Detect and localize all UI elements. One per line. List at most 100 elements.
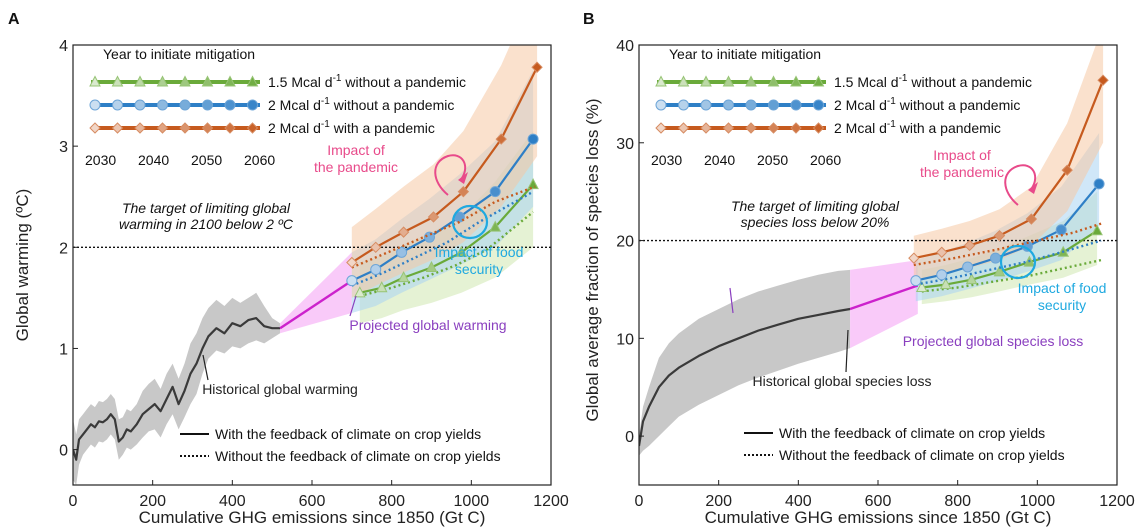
green-data-point (489, 220, 502, 232)
pandemic-arrow (434, 154, 467, 196)
legend-marker (700, 75, 712, 87)
blue-data-point (910, 275, 922, 287)
green-data-point (993, 265, 1006, 277)
historical-pointer (202, 354, 209, 381)
projected-pointer (349, 295, 357, 317)
x-axis-label: Cumulative GHG emissions since 1850 (Gt … (139, 508, 486, 527)
y-tick-label: 20 (616, 234, 634, 251)
legend-marker (655, 99, 667, 111)
orange-data-point (908, 252, 920, 264)
legend-marker (89, 75, 101, 87)
x-tick-label: 0 (69, 493, 78, 510)
green-dotted-line (359, 210, 534, 298)
x-tick-label: 200 (705, 493, 732, 510)
legend-marker (767, 122, 780, 134)
orange-dotted-line (351, 185, 536, 269)
legend-marker (812, 122, 825, 134)
target-text-line1: The target of limiting global (731, 198, 900, 214)
annotation-shapes (729, 164, 1038, 373)
legend-marker (745, 75, 757, 87)
legend-year-label: 2050 (757, 152, 788, 168)
blue-data-point (489, 186, 501, 198)
annotation-shapes (202, 154, 489, 381)
pandemic-annotation-line2: the pandemic (920, 164, 1004, 180)
plot-frame (638, 44, 1118, 486)
historical-annotation: Historical global warming (202, 381, 358, 397)
projected-uncertainty-band (280, 252, 352, 334)
legend-marker (700, 99, 712, 111)
legend-series-label: 2 Mcal d-1 without a pandemic (834, 96, 1020, 113)
y-tick-label: 3 (59, 139, 68, 156)
legend-marker (700, 122, 712, 134)
legend-marker (745, 122, 757, 134)
green-data-point (915, 280, 928, 292)
blue-data-point (396, 246, 408, 258)
legend-marker (677, 75, 690, 87)
green-data-point (397, 271, 410, 283)
target-text-line2: warming in 2100 below 2 ºC (119, 216, 294, 232)
legend-marker (745, 99, 757, 111)
plot-frame (72, 44, 552, 486)
orange-data-point (531, 61, 543, 73)
legend-marker (202, 99, 213, 111)
legend-title: Year to initiate mitigation (103, 46, 255, 62)
dotted-line-label: Without the feedback of climate on crop … (779, 447, 1065, 463)
legend-year-label: 2060 (810, 152, 841, 168)
blue-data-point (936, 269, 948, 281)
legend-marker (224, 122, 236, 134)
legend-marker (224, 99, 236, 111)
x-tick-label: 800 (944, 493, 971, 510)
food-security-circle (451, 204, 489, 240)
x-tick-label: 200 (139, 493, 166, 510)
orange-data-point (993, 229, 1006, 242)
legend-year-label: 2040 (138, 152, 169, 168)
projected-annotation: Projected global warming (349, 317, 506, 333)
food-annotation-line2: security (1038, 297, 1086, 313)
food-security-circle (999, 244, 1037, 280)
legend-marker (179, 99, 191, 111)
y-axis-label: Global average fraction of species loss … (583, 98, 602, 421)
legend-marker (112, 99, 123, 111)
x-tick-label: 1200 (533, 493, 569, 510)
historical-uncertainty-band (639, 269, 851, 456)
orange-data-point (346, 256, 358, 269)
legend-marker (247, 99, 258, 111)
orange-data-point (495, 133, 507, 145)
panel-letter: A (8, 11, 20, 28)
solid-line-label: With the feedback of climate on crop yie… (779, 425, 1045, 441)
food-annotation-line1: Impact of food (435, 244, 524, 260)
orange-data-point (457, 185, 470, 198)
axis-ticks: 0 200 400 600 800 1000 1200 0 1 2 3 4 (59, 38, 569, 510)
mitigation-legend: Year to initiate mitigation 1.5 Mcal d-1 … (651, 46, 1032, 168)
orange-data-point (427, 211, 440, 223)
y-tick-label: 0 (59, 443, 68, 460)
legend-marker (790, 122, 802, 134)
y-axis-label: Global warming (ºC) (13, 189, 32, 342)
x-tick-label: 1000 (454, 493, 490, 510)
green-data-point (939, 277, 952, 290)
orange-data-point (936, 246, 948, 258)
legend-series-label: 1.5 Mcal d-1 without a pandemic (834, 73, 1032, 90)
legend-marker (767, 75, 780, 87)
y-tick-label: 1 (59, 341, 68, 358)
x-tick-label: 0 (635, 493, 644, 510)
line-style-legend: With the feedback of climate on crop yie… (180, 426, 501, 464)
food-annotation-line2: security (455, 261, 503, 277)
blue-data-point (990, 252, 1002, 264)
x-tick-label: 400 (219, 493, 246, 510)
legend-year-label: 2050 (191, 152, 222, 168)
clipped-plot (639, 45, 1117, 456)
legend-marker (179, 122, 191, 134)
legend-series-label: 2 Mcal d-1 without a pandemic (268, 96, 454, 113)
green-data-point (455, 245, 468, 257)
legend-year-label: 2040 (704, 152, 735, 168)
projected-annotation: Projected global species loss (903, 333, 1084, 349)
blue-data-point (962, 261, 974, 273)
legend-marker (768, 99, 779, 111)
panel-a: A 0 200 400 600 800 1000 1200 0 1 2 3 4 Cumulative … (8, 11, 569, 527)
clipped-plot (73, 45, 551, 485)
x-tick-label: 1200 (1099, 493, 1135, 510)
legend-marker (723, 99, 734, 111)
solid-line-label: With the feedback of climate on crop yie… (215, 426, 481, 442)
